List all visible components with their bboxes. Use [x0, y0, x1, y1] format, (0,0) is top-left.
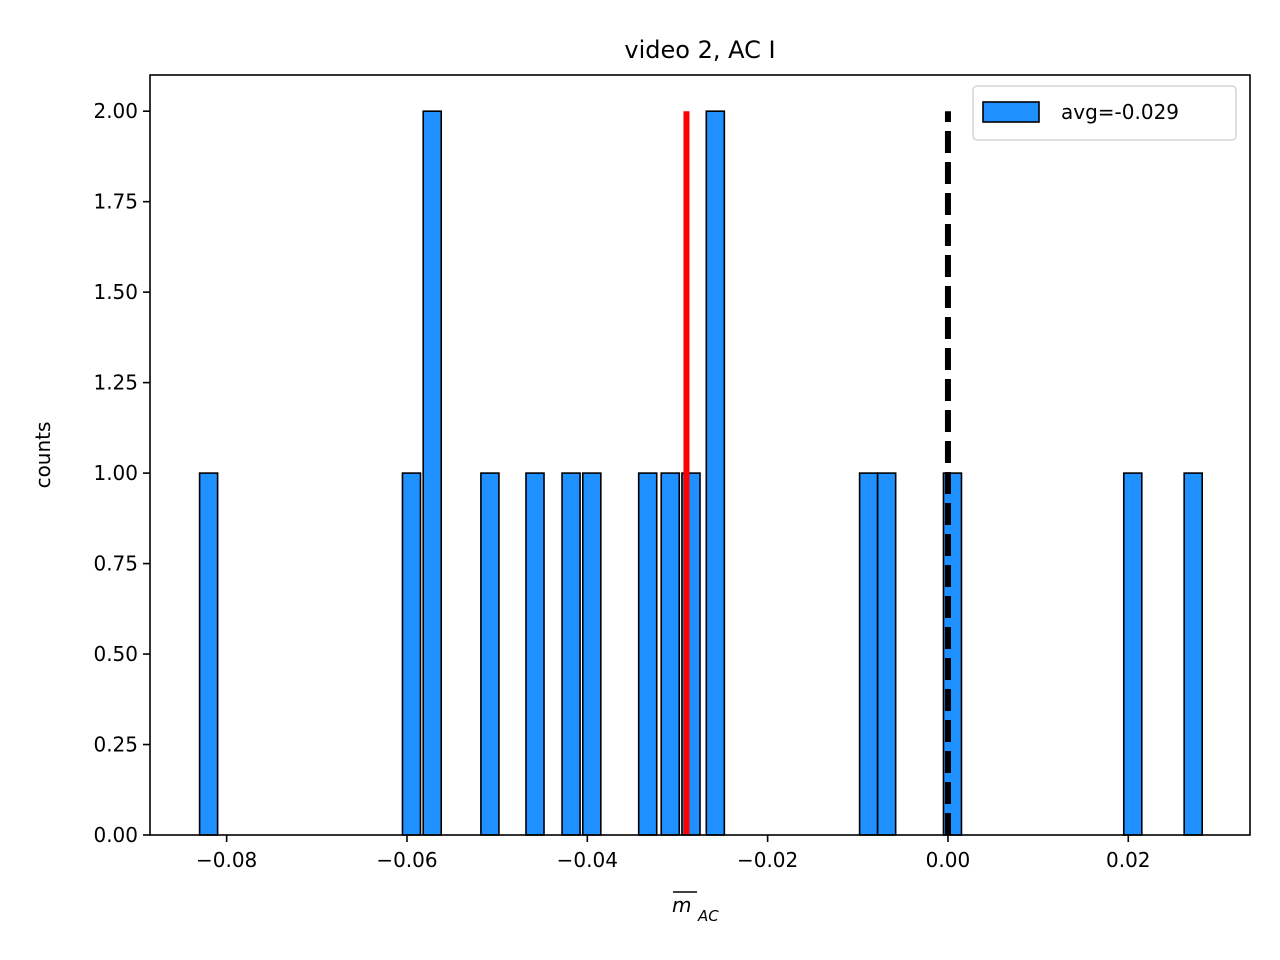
y-tick-label-8: 2.00	[93, 99, 138, 123]
histogram-bar-14	[1122, 472, 1143, 836]
x-tick-label-4: 0.00	[926, 848, 971, 872]
y-tick-label-1: 0.25	[93, 733, 138, 757]
histogram-bar-2	[422, 110, 443, 836]
x-axis-label: m AC	[672, 891, 719, 925]
histogram-bar-0	[198, 472, 219, 836]
x-tick-label-1: −0.06	[376, 848, 437, 872]
x-axis-ticks: −0.08 −0.06 −0.04 −0.02 0.00 0.02	[196, 835, 1151, 872]
y-tick-label-0: 0.00	[93, 823, 138, 847]
histogram-bar-3	[480, 472, 500, 836]
histogram-bar-10	[705, 110, 726, 836]
x-tick-label-2: −0.04	[557, 848, 618, 872]
histogram-bar-15	[1183, 472, 1204, 836]
histogram-bar-6	[581, 472, 602, 836]
y-tick-label-4: 1.00	[93, 461, 138, 485]
histogram-bar-5	[561, 472, 581, 836]
y-tick-label-5: 1.25	[93, 371, 138, 395]
y-axis-ticks: 0.00 0.25 0.50 0.75 1.00 1.25 1.50 1.75 2.00	[93, 99, 150, 847]
x-tick-label-3: −0.02	[737, 848, 798, 872]
legend-box	[972, 85, 1237, 141]
y-tick-label-2: 0.50	[93, 642, 138, 666]
y-tick-label-7: 1.75	[93, 190, 138, 214]
y-tick-label-6: 1.50	[93, 280, 138, 304]
histogram-bar-11	[858, 472, 879, 836]
reference-lines	[683, 111, 951, 835]
histogram-bar-12	[876, 472, 897, 836]
y-axis-label: counts	[31, 422, 55, 489]
histogram-bar-13	[942, 472, 963, 836]
chart-title: video 2, AC I	[624, 36, 775, 64]
x-tick-label-5: 0.02	[1106, 848, 1151, 872]
x-axis-label-main: m	[672, 893, 691, 917]
legend: avg=-0.029	[972, 85, 1237, 141]
x-tick-label-0: −0.08	[196, 848, 257, 872]
histogram-bar-4	[525, 472, 545, 836]
x-axis-label-sub: AC	[697, 907, 719, 925]
legend-swatch	[982, 101, 1040, 123]
histogram-bar-8	[660, 472, 681, 836]
y-tick-label-3: 0.75	[93, 552, 138, 576]
histogram-bar-7	[637, 472, 658, 836]
histogram-bar-1	[401, 472, 422, 836]
plot-frame	[149, 74, 1251, 836]
legend-label: avg=-0.029	[1061, 100, 1179, 124]
